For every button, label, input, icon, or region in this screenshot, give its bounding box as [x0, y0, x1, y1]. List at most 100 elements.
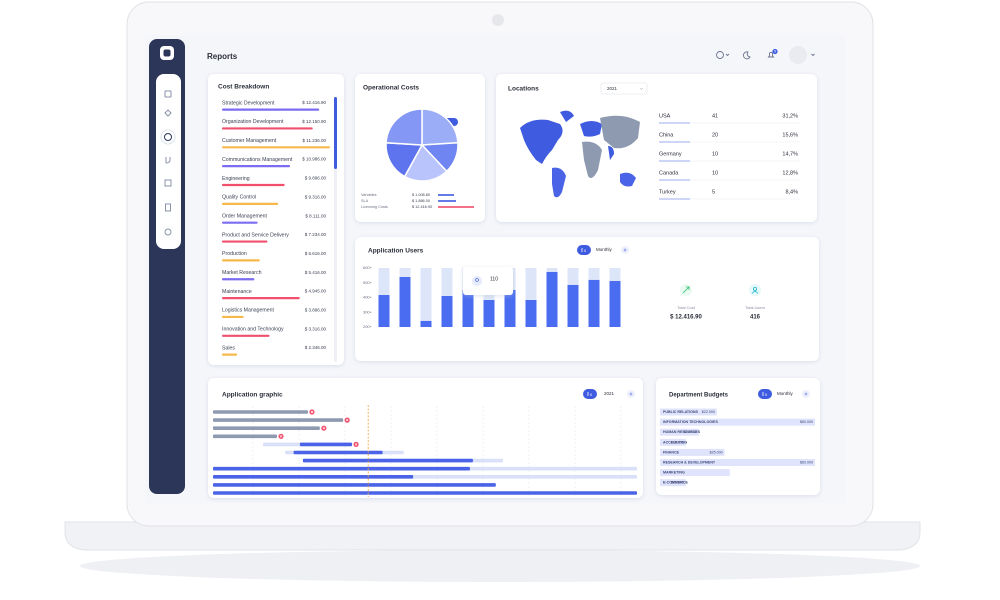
cost-amount: $ 7.234.00 — [305, 232, 327, 237]
gantt-alert-glyph — [310, 410, 314, 414]
bar-background — [525, 268, 537, 327]
avatar[interactable] — [789, 46, 807, 64]
cost-label: Product and Service Delivery — [222, 232, 289, 238]
notification-count: 5 — [774, 50, 776, 54]
cost-amount: $ 12.150.90 — [302, 119, 326, 124]
budget-value: $25.000 — [710, 450, 723, 454]
gantt-bar[interactable] — [213, 466, 470, 471]
map-europe — [580, 121, 602, 137]
world-map — [520, 110, 640, 198]
cost-label: Market Research — [222, 270, 262, 276]
year-dropdown[interactable] — [600, 82, 648, 95]
menu-icon-command[interactable] — [164, 90, 172, 98]
budget-category: RESEARCH & DEVELOPMENT — [663, 460, 716, 464]
period-toggle-icon-glyph — [762, 392, 767, 396]
map-india — [608, 146, 614, 160]
cost-label: Organization Development — [222, 119, 284, 125]
gantt-alert-glyph — [322, 426, 326, 430]
bar — [609, 280, 621, 327]
gantt-bar[interactable] — [293, 450, 383, 455]
gantt-bar[interactable] — [213, 434, 278, 439]
theme-icon[interactable] — [743, 51, 751, 60]
y-tick-label: 200+ — [363, 324, 373, 329]
cost-label: Strategic Development — [222, 100, 275, 106]
map-africa — [582, 141, 602, 178]
cost-label: Order Management — [222, 213, 268, 219]
gantt-bar[interactable] — [299, 442, 353, 447]
budget-category: ACCOUNTING — [663, 440, 688, 444]
menu-icon-calendar[interactable] — [164, 179, 172, 187]
camera — [492, 14, 504, 26]
gantt-bar[interactable] — [213, 426, 320, 430]
bar — [483, 300, 495, 327]
locations-card — [496, 74, 817, 222]
card-title: Locations — [508, 86, 539, 93]
profile-chevron[interactable] — [811, 53, 815, 57]
y-tick-label: 600+ — [363, 265, 373, 270]
cost-bar — [222, 221, 258, 224]
location-share: 14,7% — [782, 151, 798, 157]
bar — [420, 320, 432, 327]
budget-bar — [660, 459, 815, 466]
cost-bar — [222, 315, 244, 319]
cost-amount: $ 11.236.00 — [303, 138, 327, 143]
language-chevron[interactable] — [725, 53, 730, 57]
y-tick-label: 500+ — [363, 280, 373, 285]
cost-amount: $ 8.111.00 — [305, 213, 326, 218]
menu-icon-branch[interactable] — [165, 157, 171, 164]
total-value: $ 12.416.90 — [670, 315, 702, 321]
logo-mark — [163, 49, 171, 57]
legend-bar — [438, 194, 454, 196]
bar — [399, 276, 411, 327]
sidebar-icons — [160, 90, 176, 236]
cost-bar — [222, 108, 320, 111]
cost-bar — [222, 183, 285, 187]
y-tick-label: 400+ — [363, 295, 373, 300]
gantt-bar[interactable] — [213, 483, 496, 487]
dropdown-chevron — [639, 87, 644, 90]
gantt-bar[interactable] — [213, 491, 637, 495]
users-tooltip-icon — [472, 276, 482, 286]
total-cost-glyph — [682, 286, 690, 294]
users-tooltip-value: 110 — [490, 276, 498, 282]
budget-category: INFORMATION TECHNOLOGIES — [663, 420, 718, 424]
bar — [567, 284, 579, 327]
location-country: Turkey — [659, 189, 676, 195]
location-country: China — [659, 132, 674, 138]
frame-shadow — [80, 550, 920, 582]
card-title: Application Users — [368, 248, 424, 255]
bar — [504, 289, 516, 327]
period-toggle-icon[interactable] — [758, 389, 772, 399]
sidebar-menu — [156, 74, 181, 249]
gantt-bar[interactable] — [302, 458, 473, 463]
notification-icon[interactable] — [767, 51, 775, 58]
menu-icon-settings[interactable] — [164, 228, 172, 236]
budget-bar — [660, 448, 725, 456]
year-dropdown-value: 2021 — [607, 86, 618, 91]
cost-bar — [222, 297, 300, 300]
cost-label: Production — [222, 251, 247, 257]
year-toggle: 2021 — [604, 391, 615, 396]
cost-amount: $ 9.896.00 — [305, 176, 327, 181]
gantt-bar[interactable] — [213, 410, 308, 414]
cost-label: Innovation and Technology — [222, 327, 284, 333]
cost-label: Maintenance — [222, 289, 252, 295]
period-toggle-icon[interactable] — [577, 245, 591, 255]
scroll-thumb[interactable] — [334, 97, 337, 169]
location-users: 20 — [712, 132, 718, 138]
language-icon[interactable] — [716, 51, 724, 59]
gantt-bar[interactable] — [213, 418, 344, 422]
menu-icon-reports[interactable] — [164, 133, 172, 141]
year-toggle-icon[interactable] — [583, 389, 597, 399]
location-country: Canada — [659, 170, 679, 176]
gantt-alert-glyph — [354, 443, 358, 446]
map-north-america — [520, 119, 563, 164]
menu-icon-active-bg[interactable] — [160, 129, 176, 145]
gantt-bar[interactable] — [213, 475, 414, 479]
budget-bar — [660, 479, 686, 487]
menu-icon-clipboard[interactable] — [165, 203, 171, 212]
menu-icon-layers[interactable] — [164, 109, 172, 117]
budget-bar — [660, 428, 699, 436]
page-title: Reports — [207, 52, 238, 61]
location-users: 5 — [712, 189, 715, 195]
